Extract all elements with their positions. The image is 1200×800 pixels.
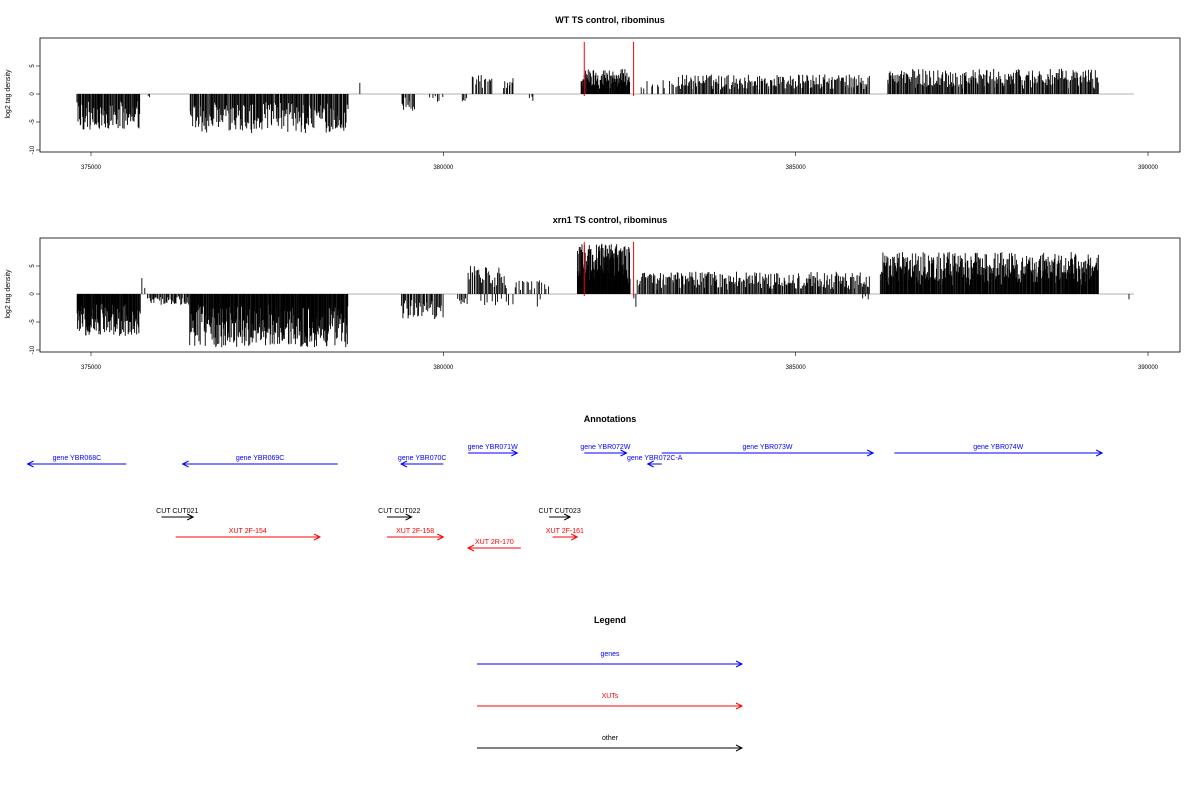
feature-arrowhead (181, 460, 189, 468)
annotation-genes: gene YBR072W (580, 444, 631, 457)
annotation-genes: gene YBR074W (894, 444, 1104, 457)
y-tick-label: -5 (30, 119, 36, 125)
annotation-genes: gene YBR070C (398, 455, 447, 468)
plot-area: -10 -5 0 5 375000 380000 385000 390000 (30, 237, 1181, 371)
annotation-other: CUT CUT022 (378, 508, 421, 521)
feature-arrowhead (620, 449, 628, 457)
y-tick-label: 5 (30, 64, 36, 68)
annotations-title: Annotations (584, 414, 637, 424)
feature-arrowhead (1095, 449, 1104, 457)
panel-title: xrn1 TS control, ribominus (553, 215, 668, 225)
feature-label: gene YBR071W (468, 444, 518, 451)
annotation-genes: gene YBR069C (181, 455, 338, 468)
x-tick-label: 385000 (786, 165, 807, 171)
feature-label: gene YBR068C (53, 455, 102, 462)
legend-entry: other (477, 735, 744, 752)
annotation-xuts: XUT 2F-161 (546, 528, 584, 541)
legend-label: genes (600, 651, 620, 658)
feature-arrowhead (866, 449, 875, 457)
feature-arrowhead (26, 460, 34, 468)
feature-label: XUT 2F-158 (396, 528, 434, 535)
feature-arrowhead (511, 449, 519, 457)
x-tick-label: 390000 (1138, 365, 1159, 371)
feature-label: gene YBR072W (580, 444, 630, 451)
annotation-other: CUT CUT023 (538, 508, 581, 521)
feature-arrowhead (466, 544, 475, 552)
panel-title: WT TS control, ribominus (555, 15, 665, 25)
y-tick-label: -10 (30, 345, 36, 354)
annotations-panel: Annotations gene YBR068C gene YBR069C gene… (26, 414, 1104, 552)
x-tick-label: 380000 (433, 165, 454, 171)
feature-label: CUT CUT022 (378, 508, 420, 515)
annotation-genes: gene YBR072C-A (627, 455, 683, 468)
feature-label: XUT 2R-170 (475, 539, 514, 546)
legend-label: XUTs (602, 693, 619, 700)
x-tick-label: 375000 (81, 165, 102, 171)
feature-label: gene YBR069C (236, 455, 285, 462)
feature-arrowhead (646, 460, 654, 468)
x-tick-label: 380000 (433, 365, 454, 371)
panel-xrn1: xrn1 TS control, ribominus log2 tag dens… (5, 215, 1181, 371)
annotation-track: gene YBR068C gene YBR069C gene YBR070C gene… (26, 444, 1104, 552)
feature-arrowhead (563, 513, 572, 521)
panel-wt: WT TS control, ribominus log2 tag densit… (5, 15, 1181, 171)
y-tick-label: 5 (30, 264, 36, 268)
legend: genes XUTs other (477, 651, 744, 752)
legend-entry: XUTs (477, 693, 744, 710)
x-tick-label: 390000 (1138, 165, 1159, 171)
annotation-xuts: XUT 2F-158 (386, 528, 445, 541)
y-tick-label: 0 (30, 92, 36, 96)
feature-arrowhead (399, 460, 408, 468)
annotation-genes: gene YBR071W (468, 444, 519, 457)
feature-arrowhead (405, 513, 413, 521)
y-tick-label: 0 (30, 292, 36, 296)
feature-arrowhead (570, 533, 579, 541)
y-axis-label: log2 tag density (5, 269, 12, 319)
legend-arrowhead (735, 702, 744, 710)
feature-label: CUT CUT023 (538, 508, 580, 515)
annotation-xuts: XUT 2R-170 (466, 539, 521, 552)
feature-label: gene YBR074W (973, 444, 1023, 451)
feature-arrowhead (313, 533, 322, 541)
plot-frame (39, 37, 1181, 153)
feature-label: gene YBR072C-A (627, 455, 683, 462)
feature-label: gene YBR070C (398, 455, 447, 462)
legend-entry: genes (477, 651, 744, 668)
y-tick-label: -5 (30, 319, 36, 325)
annotation-xuts: XUT 2F-154 (175, 528, 322, 541)
feature-label: gene YBR073W (742, 444, 792, 451)
legend-arrowhead (735, 660, 744, 668)
legend-title: Legend (594, 615, 626, 625)
x-tick-label: 375000 (81, 365, 102, 371)
plot-area: -10 -5 0 5 375000 380000 385000 390000 (30, 37, 1181, 171)
feature-label: XUT 2F-154 (229, 528, 267, 535)
annotation-other: CUT CUT021 (156, 508, 199, 521)
legend-arrowhead (735, 744, 744, 752)
plot-frame (39, 237, 1181, 353)
feature-label: CUT CUT021 (156, 508, 198, 515)
y-axis-label: log2 tag density (5, 69, 12, 119)
y-tick-label: -10 (30, 145, 36, 154)
annotation-genes: gene YBR073W (661, 444, 875, 457)
legend-label: other (602, 735, 619, 742)
feature-arrowhead (437, 533, 445, 541)
annotation-genes: gene YBR068C (26, 455, 127, 468)
feature-arrowhead (186, 513, 195, 521)
x-tick-label: 385000 (786, 365, 807, 371)
legend-panel: Legend genes XUTs other (477, 615, 744, 752)
feature-label: XUT 2F-161 (546, 528, 584, 535)
